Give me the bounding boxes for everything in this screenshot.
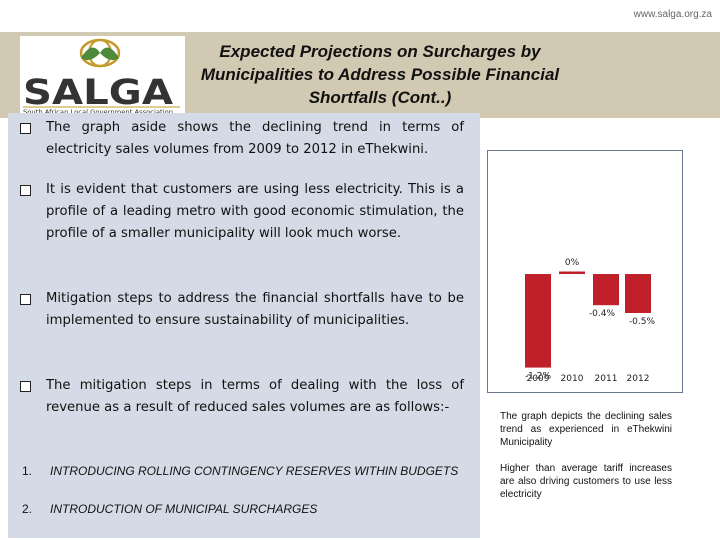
- website-url: www.salga.org.za: [633, 9, 712, 20]
- logo-wordmark: SALGA: [23, 73, 173, 113]
- bullet-text: The mitigation steps in terms of dealing…: [46, 378, 464, 415]
- checkbox-bullet-icon: [20, 294, 31, 305]
- numbered-item: 2. INTRODUCTION OF MUNICIPAL SURCHARGES: [22, 500, 462, 518]
- chart-bar-2012: [625, 274, 651, 313]
- tick-label-2011: 2011: [595, 374, 618, 384]
- numbered-item: 1. INTRODUCING ROLLING CONTINGENCY RESER…: [22, 462, 462, 480]
- top-bar: www.salga.org.za: [0, 0, 720, 32]
- checkbox-bullet-icon: [20, 123, 31, 134]
- logo-tagline: South African Local Government Associati…: [23, 109, 173, 116]
- item-text: INTRODUCTION OF MUNICIPAL SURCHARGES: [50, 502, 318, 516]
- text-panel: [8, 113, 480, 538]
- slide-title: Expected Projections on Surcharges by Mu…: [200, 42, 560, 107]
- chart-bar-2011: [593, 274, 619, 306]
- bullet-item: It is evident that customers are using l…: [20, 179, 464, 245]
- salga-logo-graphic: SALGA South African Local Government Ass…: [23, 38, 180, 116]
- data-label-2012: -0.5%: [629, 317, 656, 327]
- bullet-text: It is evident that customers are using l…: [46, 182, 464, 241]
- tick-label-2009: 2009: [527, 374, 550, 384]
- data-label-2010: 0%: [565, 258, 580, 268]
- item-text: INTRODUCING ROLLING CONTINGENCY RESERVES…: [50, 464, 459, 478]
- logo-leaf-right: [100, 47, 119, 61]
- item-number: 2.: [22, 502, 33, 516]
- chart-frame: -1.2% 2009 0% 2010 -0.4% 2011 -0.5% 2012: [487, 150, 683, 393]
- bullet-item: The graph aside shows the declining tren…: [20, 117, 464, 161]
- electricity-sales-chart: -1.2%2009 0% 2010 -0.4% 2011 -0.5% 2012: [525, 258, 656, 384]
- bullet-text: The graph aside shows the declining tren…: [46, 120, 464, 157]
- data-label-2009: -1.2%: [525, 372, 552, 382]
- tick-label-2010: 2010: [561, 374, 584, 384]
- chart-note: Higher than average tariff increases are…: [500, 463, 672, 500]
- bullet-item: Mitigation steps to address the financia…: [20, 288, 464, 332]
- bullet-item: The mitigation steps in terms of dealing…: [20, 375, 464, 419]
- checkbox-bullet-icon: [20, 185, 31, 196]
- checkbox-bullet-icon: [20, 381, 31, 392]
- bullet-text: Mitigation steps to address the financia…: [46, 291, 464, 328]
- chart-bar-2009: [525, 274, 551, 368]
- logo-leaf-left: [81, 47, 100, 61]
- chart-caption: The graph depicts the declining sales tr…: [500, 411, 672, 448]
- item-number: 1.: [22, 464, 33, 478]
- tick-label-2012: 2012: [627, 374, 650, 384]
- salga-logo: SALGA South African Local Government Ass…: [20, 36, 185, 116]
- data-label-2011: -0.4%: [589, 309, 616, 319]
- chart-bar-2010: [559, 271, 585, 274]
